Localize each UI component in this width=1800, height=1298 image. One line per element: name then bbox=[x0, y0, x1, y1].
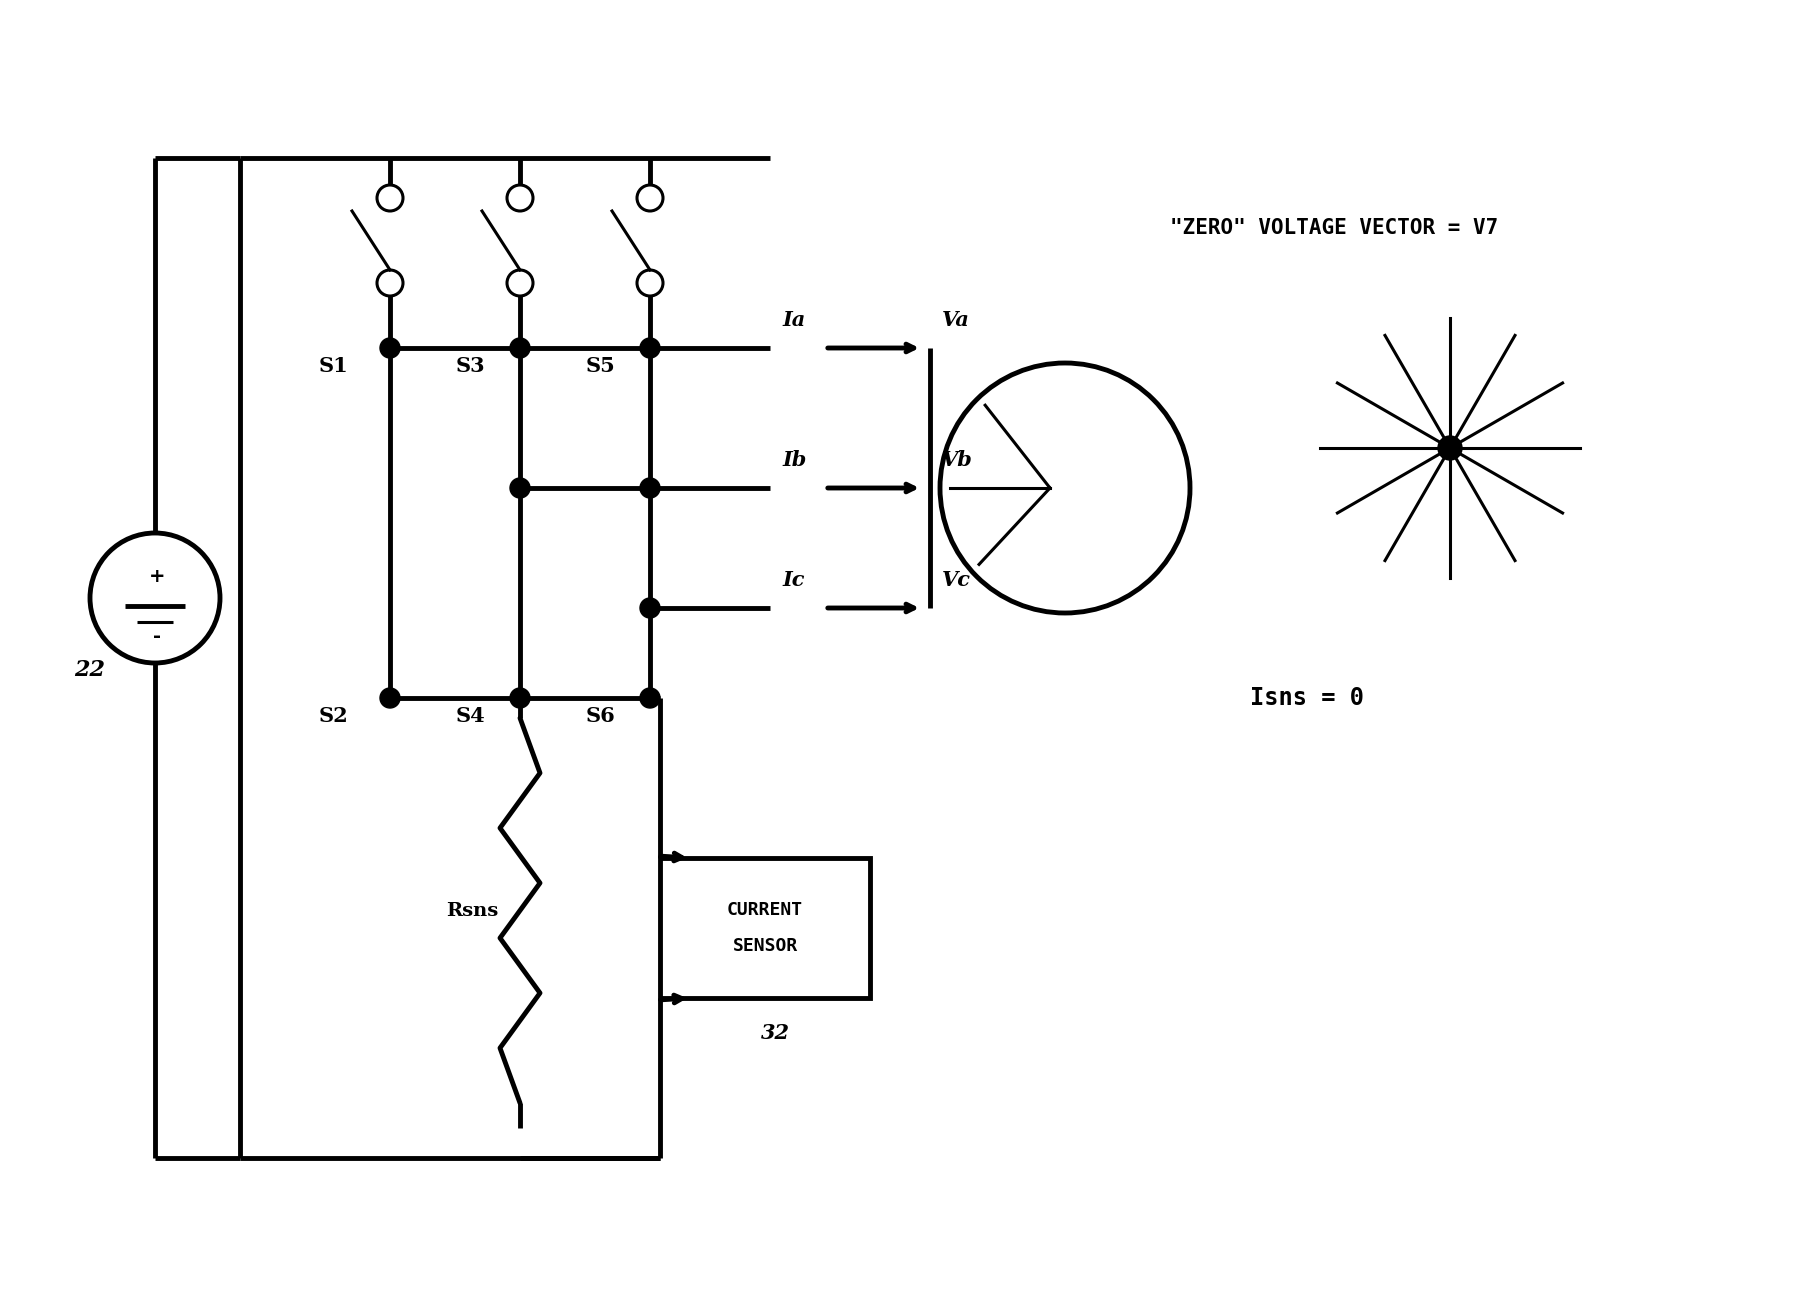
Circle shape bbox=[380, 688, 400, 707]
Circle shape bbox=[509, 337, 529, 358]
Circle shape bbox=[509, 478, 529, 498]
Circle shape bbox=[509, 688, 529, 707]
Text: Vc: Vc bbox=[941, 570, 970, 591]
Text: CURRENT: CURRENT bbox=[727, 901, 803, 919]
Circle shape bbox=[641, 478, 661, 498]
Text: SENSOR: SENSOR bbox=[733, 937, 797, 955]
Text: S6: S6 bbox=[585, 706, 616, 726]
Text: +: + bbox=[149, 566, 166, 585]
Bar bbox=[661, 858, 869, 998]
Text: S1: S1 bbox=[319, 356, 347, 376]
Circle shape bbox=[641, 688, 661, 707]
Circle shape bbox=[1438, 436, 1462, 459]
Text: S2: S2 bbox=[319, 706, 347, 726]
Text: Ic: Ic bbox=[781, 570, 805, 591]
Circle shape bbox=[641, 337, 661, 358]
Text: 32: 32 bbox=[760, 1023, 790, 1044]
Text: Rsns: Rsns bbox=[446, 902, 499, 919]
Text: Vb: Vb bbox=[941, 450, 972, 470]
Text: Isns = 0: Isns = 0 bbox=[1249, 687, 1364, 710]
Text: 22: 22 bbox=[74, 659, 104, 681]
Text: -: - bbox=[153, 627, 160, 645]
Text: S3: S3 bbox=[455, 356, 484, 376]
Circle shape bbox=[380, 337, 400, 358]
Text: Va: Va bbox=[941, 310, 970, 330]
Text: Ia: Ia bbox=[781, 310, 805, 330]
Circle shape bbox=[641, 598, 661, 618]
Text: S5: S5 bbox=[585, 356, 616, 376]
Text: Ib: Ib bbox=[781, 450, 806, 470]
Text: S4: S4 bbox=[455, 706, 484, 726]
Text: "ZERO" VOLTAGE VECTOR = V7: "ZERO" VOLTAGE VECTOR = V7 bbox=[1170, 218, 1498, 238]
